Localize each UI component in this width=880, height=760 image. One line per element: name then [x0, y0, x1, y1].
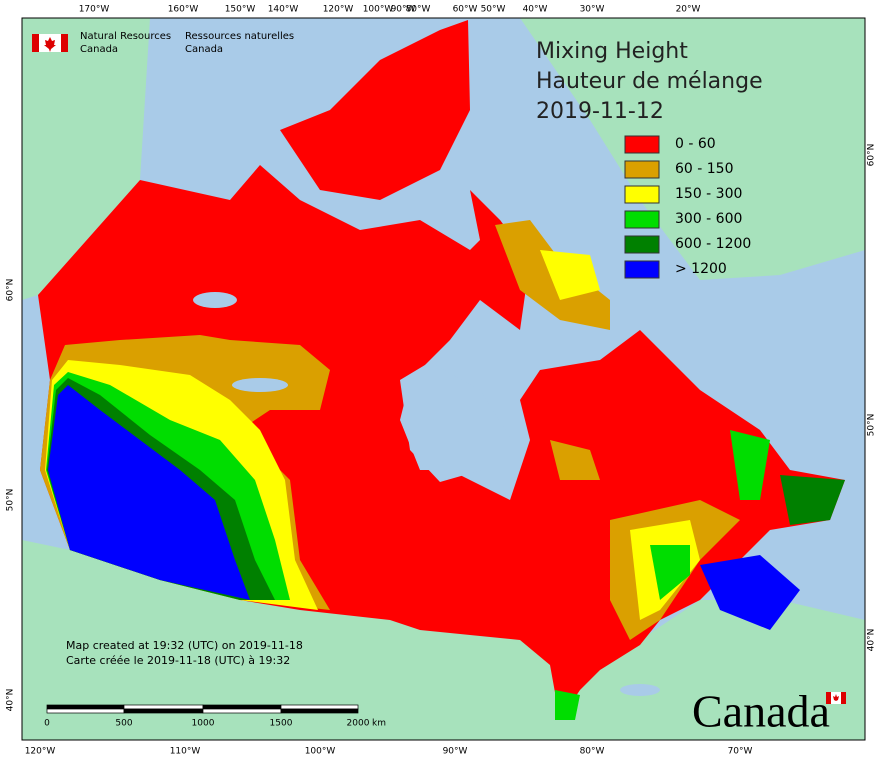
scale-segment	[123, 704, 204, 710]
scale-label: 0	[44, 719, 50, 729]
legend-swatch	[624, 235, 660, 254]
scale-label: 2000	[347, 719, 370, 729]
scale-segment	[202, 704, 282, 710]
latitude-label: 50°N	[867, 414, 877, 437]
longitude-label: 80°W	[580, 747, 605, 757]
lakes	[193, 292, 660, 696]
legend-swatch	[624, 260, 660, 279]
title: Hauteur de mélange	[536, 69, 763, 94]
header-en: Natural Resources	[80, 31, 171, 42]
latitude-label: 40°N	[867, 629, 877, 652]
zone	[700, 555, 800, 630]
legend-swatch	[624, 210, 660, 229]
latitude-label: 60°N	[867, 144, 877, 167]
header-fr: Ressources naturelles	[185, 31, 294, 42]
frame	[21, 17, 866, 741]
zone	[48, 385, 250, 600]
longitude-label: 30°W	[580, 5, 605, 15]
longitude-label: 60°W	[453, 5, 478, 15]
scale-segment	[46, 704, 125, 710]
longitude-label: 160°W	[168, 5, 199, 15]
zone	[555, 690, 580, 720]
legend-label: 150 - 300	[675, 186, 742, 202]
legend-label: 600 - 1200	[675, 236, 751, 252]
scale-segment	[123, 708, 204, 714]
legend-label: > 1200	[675, 261, 727, 277]
longitude-label: 120°W	[323, 5, 354, 15]
scale-segment	[202, 708, 282, 714]
credit: Map created at 19:32 (UTC) on 2019-11-18	[66, 639, 303, 652]
header-en: Canada	[80, 44, 118, 55]
longitude-label: 20°W	[676, 5, 701, 15]
scale-label: 1500	[270, 719, 293, 729]
zone	[550, 440, 600, 480]
header-fr: Canada	[185, 44, 223, 55]
scale-segment	[280, 708, 359, 714]
nrcan-logo	[32, 34, 68, 52]
longitude-label: 110°W	[170, 747, 201, 757]
scale-segment	[46, 708, 125, 714]
longitude-label: 70°W	[728, 747, 753, 757]
hudson-bay	[400, 362, 512, 482]
legend-label: 60 - 150	[675, 161, 734, 177]
scale-label: 1000	[192, 719, 215, 729]
scale-label: 500	[115, 719, 132, 729]
zone	[540, 250, 600, 300]
longitude-label: 40°W	[523, 5, 548, 15]
legend-swatch	[624, 185, 660, 204]
latitude-label: 40°N	[6, 689, 16, 712]
longitude-label: 90°W	[391, 5, 416, 15]
title-date: 2019-11-12	[536, 99, 664, 124]
zone	[730, 430, 770, 500]
latitude-label: 50°N	[6, 489, 16, 512]
zone	[650, 545, 690, 600]
zone-red	[280, 20, 470, 200]
zone	[780, 475, 845, 525]
canada-wordmark: Canada	[692, 686, 830, 737]
longitude-label: 90°W	[443, 747, 468, 757]
longitude-label: 100°W	[305, 747, 336, 757]
longitude-label: 100°W	[363, 5, 394, 15]
longitude-label: 80°W	[406, 5, 431, 15]
latitude-label: 60°N	[6, 279, 16, 302]
legend-label: 0 - 60	[675, 136, 716, 152]
longitude-label: 150°W	[225, 5, 256, 15]
legend-swatch	[624, 135, 660, 154]
longitude-label: 120°W	[25, 747, 56, 757]
title: Mixing Height	[536, 39, 688, 64]
mixing-height-zones	[38, 20, 845, 720]
credit: Carte créée le 2019-11-18 (UTC) à 19:32	[66, 654, 290, 667]
longitude-label: 50°W	[481, 5, 506, 15]
longitude-label: 170°W	[79, 5, 110, 15]
legend-swatch	[624, 160, 660, 179]
longitude-label: 140°W	[268, 5, 299, 15]
scale-segment	[280, 704, 359, 710]
wordmark-flag	[826, 692, 846, 704]
scale-unit: km	[372, 719, 386, 729]
legend-label: 300 - 600	[675, 211, 742, 227]
